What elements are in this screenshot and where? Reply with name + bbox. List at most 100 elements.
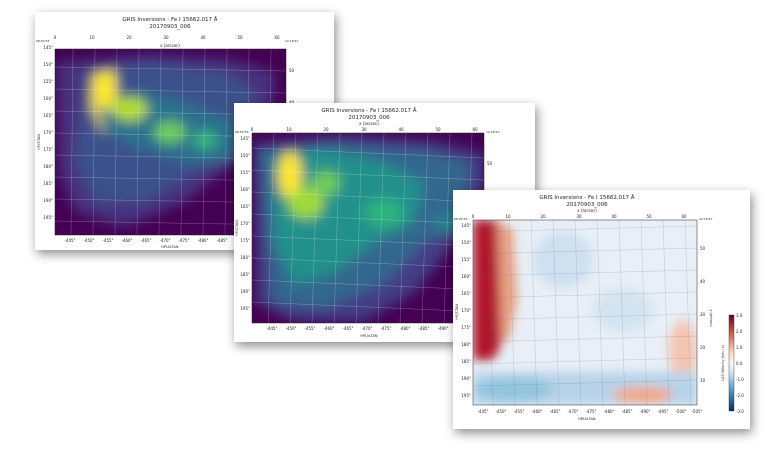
colorbar-tick-0: 3.0	[736, 313, 743, 318]
chart-1-y-tick-2: 155°	[43, 79, 53, 84]
chart-3-xlabel: HPLN-TAN	[578, 417, 596, 421]
chart-1-y-tick-4: 165°	[43, 113, 53, 118]
chart-2-top-tick-3: 30	[361, 127, 367, 132]
chart-2-y-tick-5: 170°	[240, 221, 250, 226]
chart-1-subtitle: 20170903_006	[149, 24, 191, 30]
chart-2-y-tick-4: 165°	[240, 204, 250, 209]
chart-2-y-tick-2: 155°	[240, 170, 250, 175]
chart-1-top-tick-6: 60	[274, 35, 280, 40]
chart-2-top-tick-4: 40	[398, 127, 404, 132]
chart-3-svg: GRIS Inversions - Fe I 15662.017 Å 20170…	[454, 194, 744, 421]
chart-2-x-tick-6: -475°	[380, 326, 391, 331]
chart-2-right-tick-0: 50	[487, 161, 493, 166]
chart-2-x-tick-2: -455°	[304, 326, 315, 331]
colorbar-tick-2: 1.0	[736, 345, 743, 350]
chart-3-x-tick-12: -505°	[691, 409, 702, 414]
chart-2-heatmap	[252, 133, 484, 323]
chart-2-subtitle: 20170903_006	[348, 115, 390, 121]
chart-1-x-tick-4: -465°	[140, 238, 151, 243]
chart-2-top-tick-6: 60	[472, 127, 478, 132]
chart-3-top-tick-6: 60	[681, 214, 687, 219]
chart-3-top-tick-5: 50	[646, 214, 652, 219]
chart-2-y-tick-0: 145°	[240, 136, 250, 141]
chart-2-title: GRIS Inversions - Fe I 15662.017 Å	[321, 107, 416, 114]
chart-1-y-tick-0: 145°	[43, 45, 53, 50]
chart-2-corner-left: 08:52:55	[235, 130, 249, 134]
chart-1-ylabel: HPLT-TAN	[37, 134, 41, 150]
chart-3-heatmap	[473, 220, 697, 405]
chart-3-y-tick-2: 155°	[461, 257, 471, 262]
chart-1-y-tick-8: 185°	[43, 181, 53, 186]
chart-2-top-tick-1: 10	[286, 127, 292, 132]
chart-1-right-tick-1: 40	[289, 100, 295, 105]
chart-2-x-tick-1: -450°	[285, 326, 296, 331]
chart-1-y-tick-9: 190°	[43, 198, 53, 203]
chart-1-svg: GRIS Inversions - Fe I 15662.017 Å 20170…	[36, 16, 299, 249]
chart-2-xlabel: HPLN-TAN	[360, 334, 378, 338]
chart-3-x-tick-5: -470°	[567, 409, 578, 414]
chart-3-gridlines	[472, 219, 698, 406]
chart-1-top-tick-2: 20	[126, 35, 132, 40]
chart-3-ylabel: HPLT-TAN	[455, 304, 459, 320]
chart-1-x-tick-0: -445°	[64, 238, 75, 243]
chart-3-right-tick-0: 50	[700, 246, 706, 251]
chart-2-y-tick-7: 180°	[240, 255, 250, 260]
chart-3-x-tick-6: -475°	[585, 409, 596, 414]
chart-1-x-tick-1: -450°	[83, 238, 94, 243]
chart-3-right-tick-1: 40	[700, 279, 706, 284]
chart-1-xlabel: HPLN-TAN	[161, 245, 179, 249]
chart-2-y-tick-10: 195°	[240, 306, 250, 311]
chart-1-top-tick-5: 50	[237, 35, 243, 40]
chart-1-heatmap	[55, 49, 286, 235]
chart-2-top-tick-2: 20	[323, 127, 329, 132]
chart-2-x-tick-0: -445°	[266, 326, 277, 331]
chart-3-y-tick-0: 145°	[461, 223, 471, 228]
chart-1-x-tick-3: -460°	[121, 238, 132, 243]
chart-3-x-tick-7: -480°	[603, 409, 614, 414]
chart-1-x-tick-8: -485°	[216, 238, 227, 243]
chart-2-y-tick-9: 190°	[240, 289, 250, 294]
chart-2-x-tick-4: -465°	[342, 326, 353, 331]
chart-3-top-tick-4: 40	[611, 214, 617, 219]
chart-3-x-tick-10: -495°	[657, 409, 668, 414]
colorbar-tick-4: -1.0	[736, 377, 744, 382]
chart-1-x-tick-7: -480°	[197, 238, 208, 243]
chart-2-y-tick-3: 160°	[240, 187, 250, 192]
chart-2-x-tick-7: -480°	[399, 326, 410, 331]
chart-1-y-tick-5: 170°	[43, 130, 53, 135]
chart-3-x-tick-3: -460°	[531, 409, 542, 414]
chart-3-x-tick-8: -485°	[621, 409, 632, 414]
chart-3-right-tick-4: 10	[700, 378, 706, 383]
chart-3-x-tick-0: -445°	[477, 409, 488, 414]
chart-3-y-tick-3: 160°	[461, 274, 471, 279]
chart-1-top-tick-0: 0	[54, 35, 57, 40]
chart-2-svg: GRIS Inversions - Fe I 15662.017 Å 20170…	[235, 107, 500, 338]
chart-2-top-tick-0: 0	[251, 127, 254, 132]
chart-2-corner-right: 12:18:57	[486, 130, 500, 134]
chart-3-top-xlabel: x (arcsec)	[577, 208, 597, 213]
colorbar-tick-5: -2.0	[736, 393, 744, 398]
chart-2-y-tick-6: 175°	[240, 238, 250, 243]
chart-3-corner-left: 08:52:55	[454, 217, 468, 221]
chart-3-top-tick-0: 0	[472, 214, 475, 219]
chart-2-x-tick-5: -470°	[361, 326, 372, 331]
chart-1-y-tick-7: 180°	[43, 164, 53, 169]
chart-2-x-tick-9: -490°	[437, 326, 448, 331]
chart-1-y-tick-6: 175°	[43, 147, 53, 152]
chart-2-y-tick-1: 150°	[240, 153, 250, 158]
chart-1-corner-left: 08:52:55	[36, 39, 50, 43]
chart-3-corner-right: 12:18:57	[699, 217, 713, 221]
chart-3-x-tick-2: -455°	[513, 409, 524, 414]
chart-3-y-tick-8: 185°	[461, 359, 471, 364]
colorbar-label: LOS Velocity (km / s)	[721, 344, 725, 381]
chart-3-y-tick-4: 165°	[461, 291, 471, 296]
colorbar-tick-3: 0.0	[736, 361, 743, 366]
chart-3-right-tick-3: 20	[700, 345, 706, 350]
chart-1-corner-right: 12:18:57	[285, 39, 299, 43]
chart-2-top-tick-5: 50	[435, 127, 441, 132]
chart-1-top-tick-4: 40	[200, 35, 206, 40]
chart-card-3: GRIS Inversions - Fe I 15662.017 Å 20170…	[453, 190, 750, 429]
chart-2-x-tick-3: -460°	[323, 326, 334, 331]
chart-1-top-tick-3: 30	[163, 35, 169, 40]
chart-3-y-tick-6: 175°	[461, 325, 471, 330]
